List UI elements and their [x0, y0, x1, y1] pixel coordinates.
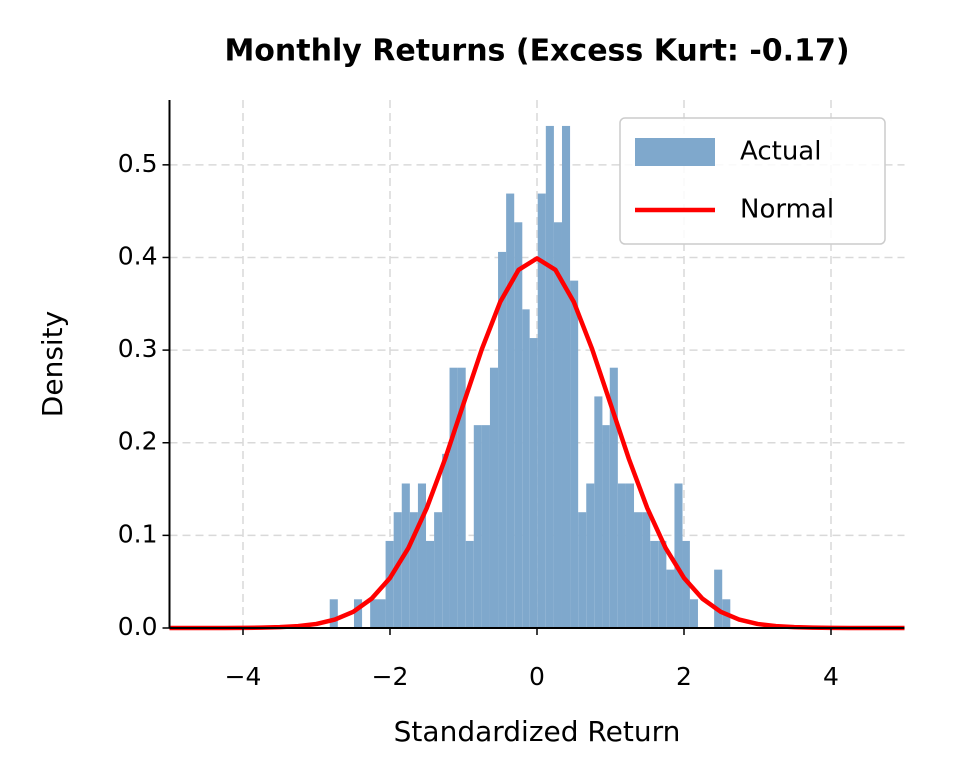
bar	[553, 222, 562, 628]
y-tick-label: 0.0	[118, 612, 158, 641]
bar	[481, 425, 490, 628]
x-axis-label: Standardized Return	[394, 715, 681, 748]
bar	[473, 425, 482, 628]
x-tick-label: 4	[823, 662, 839, 691]
y-tick-label: 0.1	[118, 519, 158, 548]
bar	[650, 540, 659, 628]
x-tick-label: −2	[372, 662, 409, 691]
bar	[674, 483, 683, 628]
chart-title: Monthly Returns (Excess Kurt: -0.17)	[224, 34, 849, 69]
legend-label: Normal	[740, 195, 834, 225]
bar	[522, 309, 530, 628]
bar	[370, 599, 378, 628]
legend-label: Actual	[740, 137, 821, 167]
x-tick-label: 2	[676, 662, 692, 691]
bar	[578, 512, 587, 628]
bar	[634, 512, 643, 628]
y-tick-label: 0.3	[118, 334, 158, 363]
bar	[449, 367, 458, 628]
bar	[409, 512, 418, 628]
bar	[489, 367, 499, 628]
bar	[498, 251, 507, 629]
plot-area	[169, 125, 905, 631]
bar	[594, 396, 603, 628]
legend: Actual Normal	[619, 117, 886, 245]
bar	[377, 599, 386, 628]
bar	[385, 540, 394, 628]
bar	[689, 599, 698, 628]
legend-swatch	[635, 138, 715, 166]
y-tick-label: 0.4	[118, 241, 158, 270]
bar	[617, 483, 626, 628]
y-axis-label: Density	[36, 311, 69, 417]
bar	[682, 540, 690, 628]
bar	[561, 125, 571, 629]
x-tick-label: −4	[225, 662, 262, 691]
y-tick-label: 0.5	[118, 149, 158, 178]
y-tick-label: 0.2	[118, 427, 158, 456]
bar	[434, 512, 443, 628]
bar	[602, 425, 610, 628]
bar	[329, 599, 338, 628]
x-tick-label: 0	[529, 662, 545, 691]
bar	[714, 569, 723, 628]
bar	[537, 193, 546, 628]
bar	[417, 483, 427, 628]
bar	[625, 483, 635, 628]
bar	[642, 512, 651, 628]
bar	[465, 540, 474, 628]
bar	[609, 367, 618, 628]
bar	[658, 540, 667, 628]
bar	[586, 483, 595, 628]
line	[169, 256, 905, 631]
bar	[506, 193, 515, 628]
bar	[353, 599, 363, 628]
bar	[393, 512, 402, 628]
bar	[666, 569, 675, 628]
bar	[529, 338, 538, 628]
bar	[426, 540, 435, 628]
bar	[545, 125, 554, 629]
bar	[570, 280, 579, 628]
bar	[457, 367, 466, 628]
bar	[442, 453, 450, 628]
bar	[514, 222, 523, 628]
